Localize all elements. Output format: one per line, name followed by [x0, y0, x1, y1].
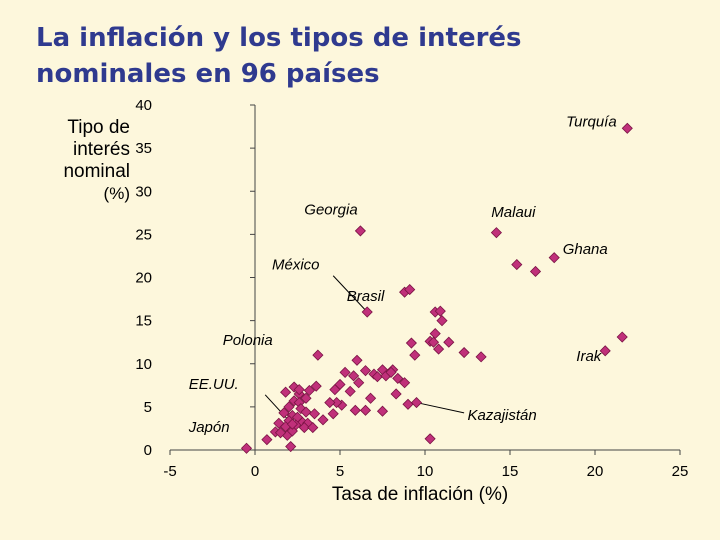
data-point — [310, 380, 322, 392]
y-axis-label: Tipo de interés nominal (%) — [38, 117, 130, 205]
y-axis-label-line-2: interés — [72, 139, 130, 160]
data-point — [490, 227, 502, 239]
data-point — [312, 349, 324, 361]
data-point — [616, 331, 628, 343]
x-tick-label: 10 — [417, 463, 434, 480]
data-point — [402, 398, 414, 410]
y-tick-label: 0 — [144, 442, 152, 459]
data-point — [348, 370, 360, 382]
annotation-label: Turquía — [566, 114, 617, 131]
data-point — [529, 265, 542, 278]
data-point — [261, 434, 273, 446]
data-point — [429, 327, 441, 340]
data-point — [339, 366, 351, 378]
y-axis-label-line-3: nominal — [63, 161, 130, 182]
x-tick-label: 0 — [251, 463, 259, 480]
y-tick-label: 35 — [135, 140, 152, 157]
data-point — [548, 252, 560, 264]
x-tick-label: 20 — [587, 463, 604, 480]
y-tick-label: 25 — [135, 226, 152, 243]
data-point — [298, 422, 310, 434]
data-point — [351, 354, 363, 366]
annotation-leader-line — [416, 402, 465, 414]
annotation-label: Polonia — [223, 332, 273, 349]
data-point — [354, 225, 366, 237]
data-point — [365, 392, 377, 404]
annotation-label: Malaui — [491, 204, 536, 221]
data-point — [303, 384, 315, 397]
data-point — [436, 315, 448, 327]
annotation-label: Kazajistán — [468, 407, 537, 424]
x-tick-label: 5 — [336, 463, 344, 480]
x-tick-label: 25 — [672, 463, 689, 480]
data-point — [392, 372, 404, 384]
data-point — [286, 425, 298, 437]
slide-title: La inflación y los tipos de interés nomi… — [36, 20, 676, 92]
data-point — [599, 345, 611, 357]
data-point — [443, 336, 455, 348]
data-point — [409, 349, 421, 361]
data-point — [359, 365, 372, 377]
data-point — [274, 427, 287, 439]
data-point — [286, 418, 298, 430]
data-point — [371, 371, 383, 383]
data-point — [424, 433, 436, 445]
slide-title-line-2: nominales en 96 países — [36, 59, 380, 89]
data-point — [385, 366, 397, 378]
data-point — [307, 422, 319, 434]
data-point — [359, 404, 372, 416]
data-point — [308, 408, 321, 420]
data-point — [399, 377, 411, 389]
data-point — [410, 396, 423, 409]
annotation-label: Ghana — [563, 241, 608, 258]
data-point — [404, 284, 416, 296]
data-point — [300, 392, 312, 404]
y-tick-label: 40 — [135, 97, 152, 114]
data-point — [283, 401, 295, 413]
y-tick-label: 5 — [144, 399, 152, 416]
data-point — [427, 336, 440, 348]
data-point — [475, 351, 487, 363]
x-tick-label: -5 — [163, 463, 176, 480]
slide-title-line-1: La inflación y los tipos de interés — [36, 23, 522, 53]
annotation-label: Brasil — [347, 288, 385, 305]
data-point — [300, 406, 312, 418]
y-tick-label: 30 — [135, 183, 152, 200]
y-tick-label: 10 — [135, 356, 152, 373]
data-point — [511, 258, 523, 271]
annotation-leader-line — [332, 275, 368, 313]
data-point — [361, 306, 373, 318]
y-tick-label: 20 — [135, 270, 152, 287]
data-point — [293, 384, 305, 396]
data-point — [280, 386, 292, 398]
x-tick-label: 15 — [502, 463, 519, 480]
y-axis-label-line-1: Tipo de — [67, 117, 130, 138]
data-point — [317, 414, 329, 426]
data-point — [405, 337, 417, 349]
data-point — [344, 385, 356, 397]
annotation-label: Georgia — [304, 202, 357, 219]
annotation-label: México — [272, 257, 320, 274]
data-point — [621, 122, 633, 134]
y-axis-label-line-4: (%) — [103, 184, 130, 203]
data-point — [390, 388, 402, 400]
annotation-label: EE.UU. — [189, 376, 239, 393]
annotation-label: Irak — [576, 348, 603, 365]
data-point — [353, 377, 365, 389]
x-axis-label: Tasa de inflación (%) — [332, 484, 508, 505]
data-point — [376, 405, 389, 417]
data-point — [240, 442, 253, 454]
data-point — [458, 346, 470, 359]
data-point — [349, 404, 361, 416]
data-point — [329, 384, 341, 396]
data-point — [433, 343, 445, 355]
annotation-label: Japón — [188, 419, 230, 436]
data-point — [278, 407, 290, 419]
y-tick-label: 15 — [135, 313, 152, 330]
data-point — [324, 396, 336, 409]
data-point — [434, 305, 446, 317]
data-point — [327, 408, 339, 420]
data-point — [285, 440, 297, 453]
